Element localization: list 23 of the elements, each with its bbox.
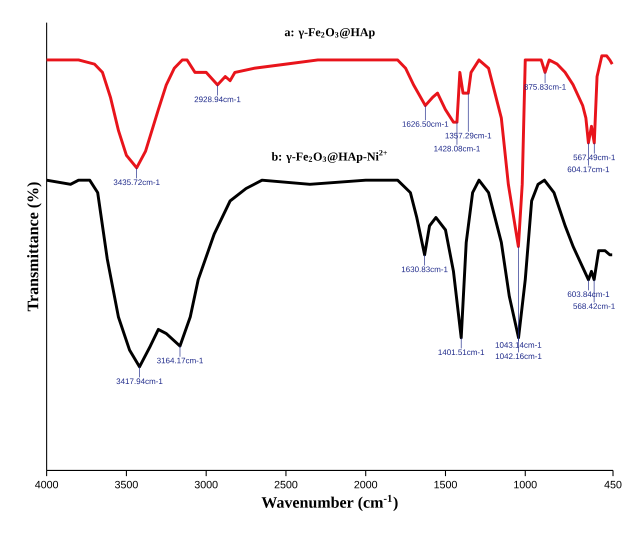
annotation: 1626.50cm-1 — [402, 121, 448, 127]
x-tick-label: 4000 — [35, 480, 58, 488]
annotation: 3435.72cm-1 — [114, 179, 160, 186]
annotation: 568.42cm-1 — [573, 303, 615, 310]
series-label: a: γ-Fe$_{2}$O$_{3}$@HAp — [284, 28, 375, 39]
x-tick-label: 1000 — [514, 480, 537, 488]
x-tick-label: 3500 — [114, 480, 138, 488]
series-label: b: γ-Fe$_{2}$O$_{3}$@HAp-Ni$^{2+}$ — [272, 150, 388, 164]
x-tick-label: 2000 — [354, 480, 378, 488]
annotation: 1630.83cm-1 — [402, 266, 448, 272]
x-tick-label: 450 — [604, 480, 622, 488]
y-axis-title: Transmittance (%) — [27, 182, 42, 312]
annotation: 1428.08cm-1 — [434, 146, 480, 152]
annotation: 3417.94cm-1 — [116, 378, 162, 384]
annotation: 2928.94cm-1 — [194, 96, 240, 102]
x-tick-label: 1500 — [434, 480, 457, 488]
annotation: 3164.17cm-1 — [156, 358, 203, 364]
x-axis-title: Wavenumber (cm$^{-1}$) — [262, 494, 398, 512]
annotation: 1042.16cm-1 — [496, 353, 542, 360]
x-tick-label: 2500 — [274, 480, 298, 488]
annotation: 1401.51cm-1 — [438, 349, 484, 356]
x-tick-label: 3000 — [194, 480, 218, 488]
annotation: 604.17cm-1 — [568, 166, 610, 172]
